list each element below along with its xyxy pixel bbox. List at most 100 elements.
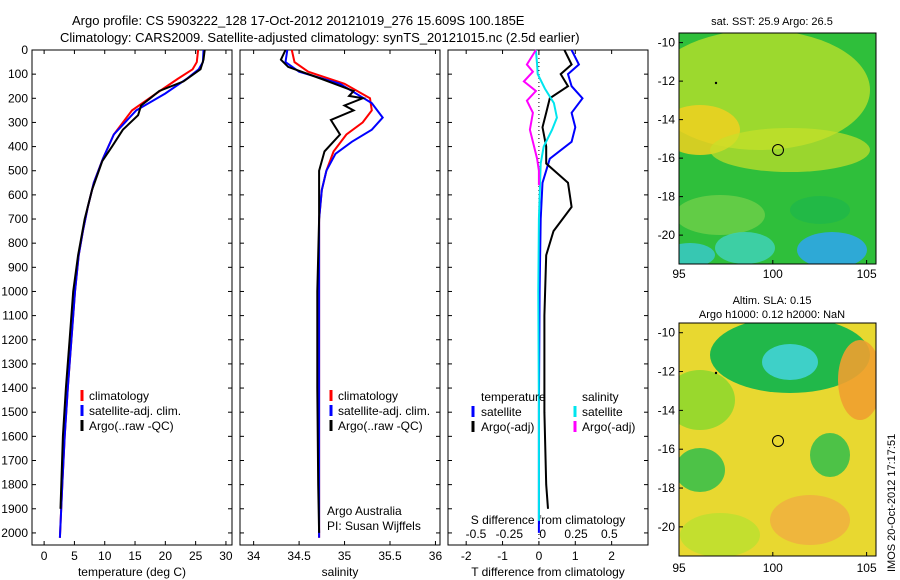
sla-map: [679, 323, 876, 556]
figure-title-line1: Argo profile: CS 5903222_128 17-Oct-2012…: [72, 13, 525, 28]
depth-tick-label: 300: [8, 115, 28, 129]
series-s-argo-adj-: [522, 49, 540, 186]
map-y-tick-label: -16: [658, 442, 676, 456]
x-tick-label: 10: [98, 549, 112, 563]
legend-title-temperature: temperature: [481, 390, 546, 404]
salinity-panel: 34 34.5 35 35.5 36 salinity climatologysatelli…: [239, 49, 443, 579]
x-tick-label: 30: [219, 549, 233, 563]
legend-label: climatology: [89, 389, 149, 403]
x-tick-label: 35: [338, 549, 352, 563]
depth-tick-label: 1000: [1, 284, 28, 298]
map-x-tick-label: 105: [857, 561, 877, 575]
sla-map-subtitle: Argo h1000: 0.12 h2000: NaN: [699, 309, 845, 321]
map-y-tick-label: -20: [658, 520, 676, 534]
difference-profile-frame: [447, 49, 649, 546]
temperature-panel: 0100200300400500600700800900100011001200…: [1, 43, 233, 579]
legend-label: Argo(-adj): [582, 420, 635, 434]
depth-tick-label: 1800: [1, 478, 28, 492]
series-t-argo-adj-: [541, 49, 573, 509]
map-x-tick-label: 95: [672, 561, 686, 575]
depth-tick-label: 900: [8, 260, 28, 274]
sla-map-frame: [678, 322, 877, 557]
panel-annotation: PI: Susan Wijffels: [327, 519, 421, 533]
x-tick-label: 15: [128, 549, 142, 563]
temperature-profile-xlabel: temperature (deg C): [78, 565, 186, 579]
salinity-profile-frame: [239, 49, 441, 546]
depth-tick-label: 800: [8, 236, 28, 250]
s-tick-label: -0.25: [496, 527, 524, 541]
sst-map-axes: 95 100 105 -10 -12 -14 -16 -18 -20: [658, 36, 877, 281]
s-diff-label: S difference from climatology: [471, 513, 626, 527]
map-x-tick-label: 100: [763, 561, 783, 575]
depth-tick-label: 1200: [1, 333, 28, 347]
sla-map-title: Altim. SLA: 0.15: [733, 295, 812, 307]
s-tick-label: 0.5: [601, 527, 618, 541]
map-y-tick-label: -12: [658, 74, 676, 88]
sla-argo-marker: [772, 435, 784, 447]
depth-tick-label: 700: [8, 212, 28, 226]
series-satellite-adj-clim-: [284, 49, 384, 538]
sst-map: [679, 33, 876, 264]
depth-tick-label: 1700: [1, 453, 28, 467]
depth-tick-label: 200: [8, 91, 28, 105]
map-y-tick-label: -14: [658, 113, 676, 127]
x-tick-label: 36: [429, 549, 443, 563]
depth-tick-label: 600: [8, 188, 28, 202]
legend-label: Argo(..raw -QC): [89, 419, 174, 433]
x-tick-label: 25: [189, 549, 203, 563]
map-x-tick-label: 105: [857, 267, 877, 281]
sst-map-frame: [678, 32, 877, 265]
legend-label: satellite: [481, 405, 522, 419]
map-y-tick-label: -12: [658, 365, 676, 379]
series-s-satellite: [534, 49, 558, 521]
difference-panel: -2 -1 0 1 2 T difference from climatology -0.5…: [447, 49, 649, 579]
legend-label: satellite: [582, 405, 623, 419]
series-t-satellite: [537, 49, 584, 533]
salinity-profile-xlabel: salinity: [322, 565, 359, 579]
depth-tick-label: 1100: [2, 309, 28, 323]
legend-title-salinity: salinity: [582, 390, 619, 404]
map-y-tick-label: -10: [658, 326, 676, 340]
difference-profile-xlabel: T difference from climatology: [471, 565, 625, 579]
x-tick-label: 5: [71, 549, 78, 563]
timestamp-stamp: IMOS 20-Oct-2012 17:17:51: [886, 434, 898, 572]
depth-tick-label: 1400: [1, 381, 28, 395]
depth-tick-label: 1300: [1, 357, 28, 371]
legend-label: climatology: [338, 389, 398, 403]
legend-label: satellite-adj. clim.: [89, 404, 181, 418]
depth-tick-label: 1900: [1, 502, 28, 516]
x-tick-label: 20: [159, 549, 173, 563]
map-y-tick-label: -18: [658, 481, 676, 495]
x-tick-label: 34.5: [287, 549, 311, 563]
sst-coast-dot: [714, 81, 718, 85]
legend-label: Argo(-adj): [481, 420, 534, 434]
depth-tick-label: 100: [8, 67, 28, 81]
depth-tick-label: 0: [21, 43, 28, 57]
figure-title-line2: Climatology: CARS2009. Satellite-adjuste…: [60, 30, 580, 45]
sla-map-axes: 95 100 105 -10 -12 -14 -16 -18 -20: [658, 326, 877, 575]
series-argo-raw-qc-: [279, 49, 367, 533]
map-y-tick-label: -18: [658, 190, 676, 204]
s-tick-label: -0.5: [466, 527, 487, 541]
series-satellite-adj-clim-: [58, 49, 205, 538]
x-tick-label: 0: [41, 549, 48, 563]
series-argo-raw-qc-: [59, 49, 206, 509]
s-tick-label: 0: [539, 527, 546, 541]
x-tick-label: 2: [608, 549, 615, 563]
x-tick-label: 35.5: [378, 549, 402, 563]
depth-tick-label: 1600: [1, 429, 28, 443]
legend-label: satellite-adj. clim.: [338, 404, 430, 418]
panel-annotation: Argo Australia: [327, 504, 402, 518]
map-y-tick-label: -10: [658, 36, 676, 50]
x-tick-label: 34: [247, 549, 261, 563]
s-tick-label: 0.25: [564, 527, 588, 541]
map-y-tick-label: -16: [658, 151, 676, 165]
legend-label: Argo(..raw -QC): [338, 419, 423, 433]
map-x-tick-label: 100: [763, 267, 783, 281]
temperature-profile-frame: [31, 49, 233, 546]
x-tick-label: -1: [497, 549, 508, 563]
map-x-tick-label: 95: [672, 267, 686, 281]
sla-coast-dot: [714, 371, 718, 375]
x-tick-label: -2: [461, 549, 472, 563]
